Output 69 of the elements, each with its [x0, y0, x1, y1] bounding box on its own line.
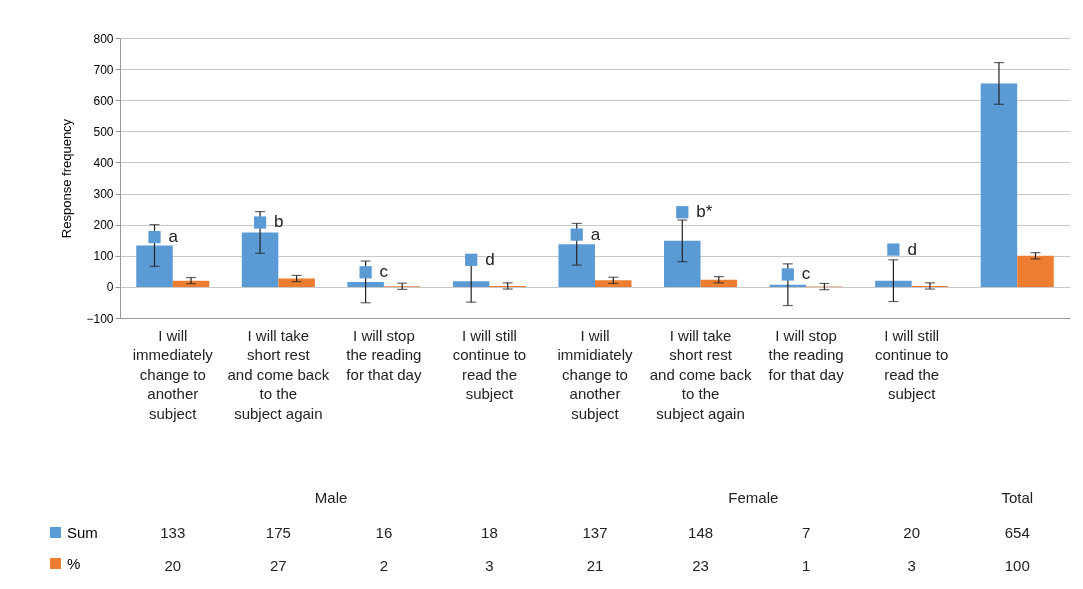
data-label: 20	[903, 524, 921, 541]
bar	[875, 280, 912, 287]
x-tick-label: I will stop the reading for that day	[346, 326, 422, 383]
data-label: 18	[481, 524, 498, 541]
data-label: 654	[1004, 524, 1030, 541]
data-label: 2	[379, 557, 389, 574]
point	[570, 228, 583, 241]
data-label: 137	[582, 524, 608, 541]
y-tick-label: 200	[93, 218, 114, 233]
legend-label: %	[67, 554, 81, 572]
text: Male	[314, 489, 348, 506]
point	[148, 230, 161, 244]
data-label: 21	[586, 557, 604, 574]
bar	[980, 83, 1018, 287]
y-tick-label: 0	[106, 280, 114, 295]
y-tick-label: 100	[93, 249, 114, 264]
data-label: 27	[269, 557, 287, 574]
x-tick-label: I will immediately change to another subject	[132, 326, 214, 422]
point	[253, 216, 267, 229]
y-tick-label: 800	[93, 31, 114, 46]
y-axis-title: Response frequency	[59, 118, 75, 239]
data-label: 16	[375, 524, 393, 541]
data-label: 1	[801, 557, 811, 574]
bar	[700, 279, 738, 287]
bar	[241, 232, 279, 287]
point	[676, 206, 689, 219]
bar	[1017, 255, 1054, 287]
x-tick-label: I will still continue to read the subject	[874, 326, 949, 402]
y-tick-label: 700	[93, 62, 114, 77]
bar	[172, 280, 210, 287]
x-tick-label: I will take short rest and come back to the subject again	[649, 326, 752, 422]
y-tick-label: 300	[93, 187, 114, 202]
data-label: 3	[485, 557, 494, 574]
data-label: a	[168, 227, 179, 247]
data-label: 100	[1004, 557, 1030, 574]
data-label: c	[801, 264, 811, 284]
text: Total	[1001, 489, 1034, 506]
legend-label: Sum	[67, 523, 98, 541]
bar	[595, 280, 632, 287]
data-label: 148	[688, 524, 714, 541]
data-label: 175	[265, 524, 291, 541]
x-tick-label: I will take short rest and come back to the subject again	[227, 326, 330, 422]
point	[359, 266, 372, 279]
text: Female	[728, 489, 779, 506]
data-label: 7	[801, 524, 811, 541]
data-label: b	[274, 212, 284, 232]
bar	[558, 244, 595, 287]
x-tick-label: I will immidiately change to another subject	[557, 326, 634, 422]
bar	[278, 278, 315, 287]
point	[887, 243, 900, 256]
x-tick-label: I will stop the reading for that day	[768, 326, 845, 383]
y-tick-label: 400	[93, 155, 114, 170]
data-label: c	[379, 262, 389, 282]
data-label: a	[590, 224, 601, 244]
y-tick-label: −100	[86, 311, 114, 326]
point	[465, 253, 478, 266]
x-tick-label: I will still continue to read the subject	[452, 326, 527, 402]
data-label: 133	[160, 524, 186, 541]
bar	[664, 240, 701, 287]
data-label: 3	[907, 557, 916, 574]
data-label: d	[485, 249, 495, 269]
data-label: d	[907, 239, 917, 259]
bar	[452, 281, 490, 287]
data-label: b*	[696, 202, 713, 222]
y-tick-label: 500	[93, 124, 114, 139]
y-tick-label: 600	[93, 93, 114, 108]
point	[781, 268, 794, 281]
data-label: 23	[692, 557, 709, 574]
data-label: 20	[164, 557, 182, 574]
